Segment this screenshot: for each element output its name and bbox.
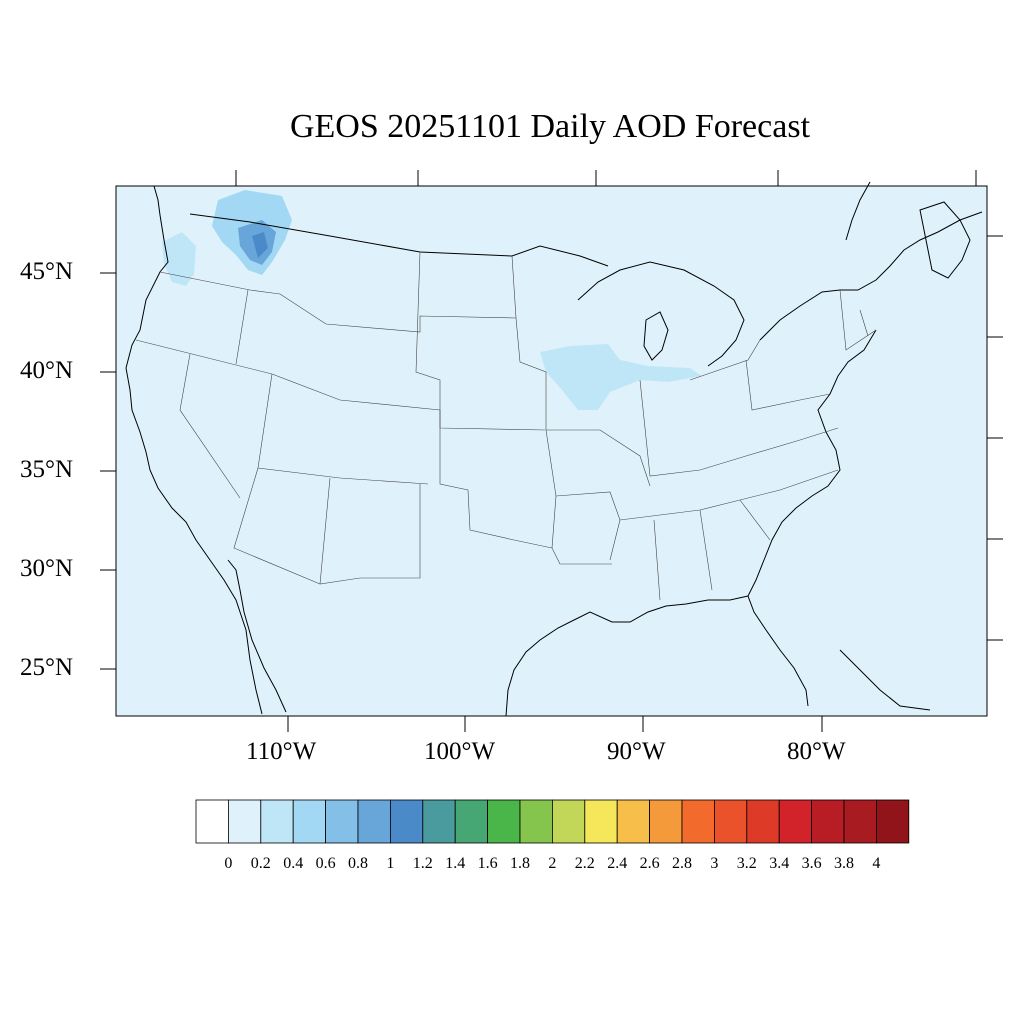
lon-label-110w: 110°W <box>246 738 317 765</box>
colorbar-swatch <box>454 799 489 844</box>
colorbar-label: 1.2 <box>412 855 433 872</box>
colorbar-swatch <box>227 799 262 844</box>
colorbar-label: 2.2 <box>574 855 595 872</box>
colorbar-swatch <box>616 799 651 844</box>
colorbar-swatch <box>292 799 327 844</box>
colorbar-swatch <box>681 799 715 844</box>
colorbar-label: 1.8 <box>510 855 530 872</box>
colorbar-label: 2 <box>548 855 557 872</box>
colorbar-label: 1 <box>386 855 395 872</box>
colorbar-swatch <box>389 799 424 844</box>
colorbar-label: 3.6 <box>801 855 822 872</box>
colorbar-swatch <box>714 799 748 844</box>
colorbar-swatch <box>422 799 456 844</box>
aod-plume-washington <box>162 232 196 286</box>
lon-label-90w: 90°W <box>607 738 666 765</box>
colorbar-swatch <box>487 799 521 844</box>
colorbar-label: 3.4 <box>769 855 790 872</box>
colorbar-label: 0.6 <box>315 855 336 872</box>
lon-label-80w: 80°W <box>787 738 846 765</box>
colorbar-swatch <box>260 799 294 844</box>
colorbar-swatch <box>195 799 229 844</box>
lat-label-40: 40°N <box>20 357 74 384</box>
colorbar-label: 3.8 <box>834 855 854 872</box>
colorbar-label: 0.2 <box>250 855 271 872</box>
colorbar-swatch <box>584 799 618 844</box>
aod-plume-iowa-illinois <box>540 344 702 410</box>
colorbar-label: 2.8 <box>672 855 692 872</box>
colorbar-swatch <box>552 799 586 844</box>
colorbar-swatch <box>746 799 780 844</box>
colorbar-swatch <box>357 799 391 844</box>
colorbar-label: 3.2 <box>736 855 757 872</box>
colorbar-label: 0.4 <box>283 855 304 872</box>
colorbar-swatch <box>519 799 553 844</box>
coastlines <box>125 181 983 717</box>
colorbar-swatch <box>649 799 683 844</box>
colorbar-label: 4 <box>872 855 881 872</box>
lat-label-45: 45°N <box>20 258 74 285</box>
lat-label-35: 35°N <box>20 456 74 483</box>
colorbar <box>195 799 910 844</box>
colorbar-label: 2.4 <box>607 855 628 872</box>
colorbar-label: 1.4 <box>445 855 466 872</box>
colorbar-label: 3 <box>710 855 719 872</box>
map-title: GEOS 20251101 Daily AOD Forecast <box>289 108 811 145</box>
colorbar-swatch <box>843 799 877 844</box>
colorbar-swatch <box>325 799 359 844</box>
aod-plumes <box>162 190 702 410</box>
colorbar-label: 0.8 <box>348 855 368 872</box>
colorbar-label: 1.6 <box>477 855 498 872</box>
aod-plume-idaho-dense <box>252 232 268 258</box>
colorbar-swatch <box>778 799 813 844</box>
lon-label-100w: 100°W <box>424 738 496 765</box>
colorbar-label: 0 <box>224 855 233 872</box>
lat-label-30: 30°N <box>20 555 74 582</box>
lat-label-25: 25°N <box>20 654 74 681</box>
tick-marks <box>100 170 1003 732</box>
state-borders <box>135 251 877 601</box>
colorbar-swatch <box>811 799 845 844</box>
colorbar-swatch <box>876 799 910 844</box>
colorbar-label: 2.6 <box>639 855 660 872</box>
